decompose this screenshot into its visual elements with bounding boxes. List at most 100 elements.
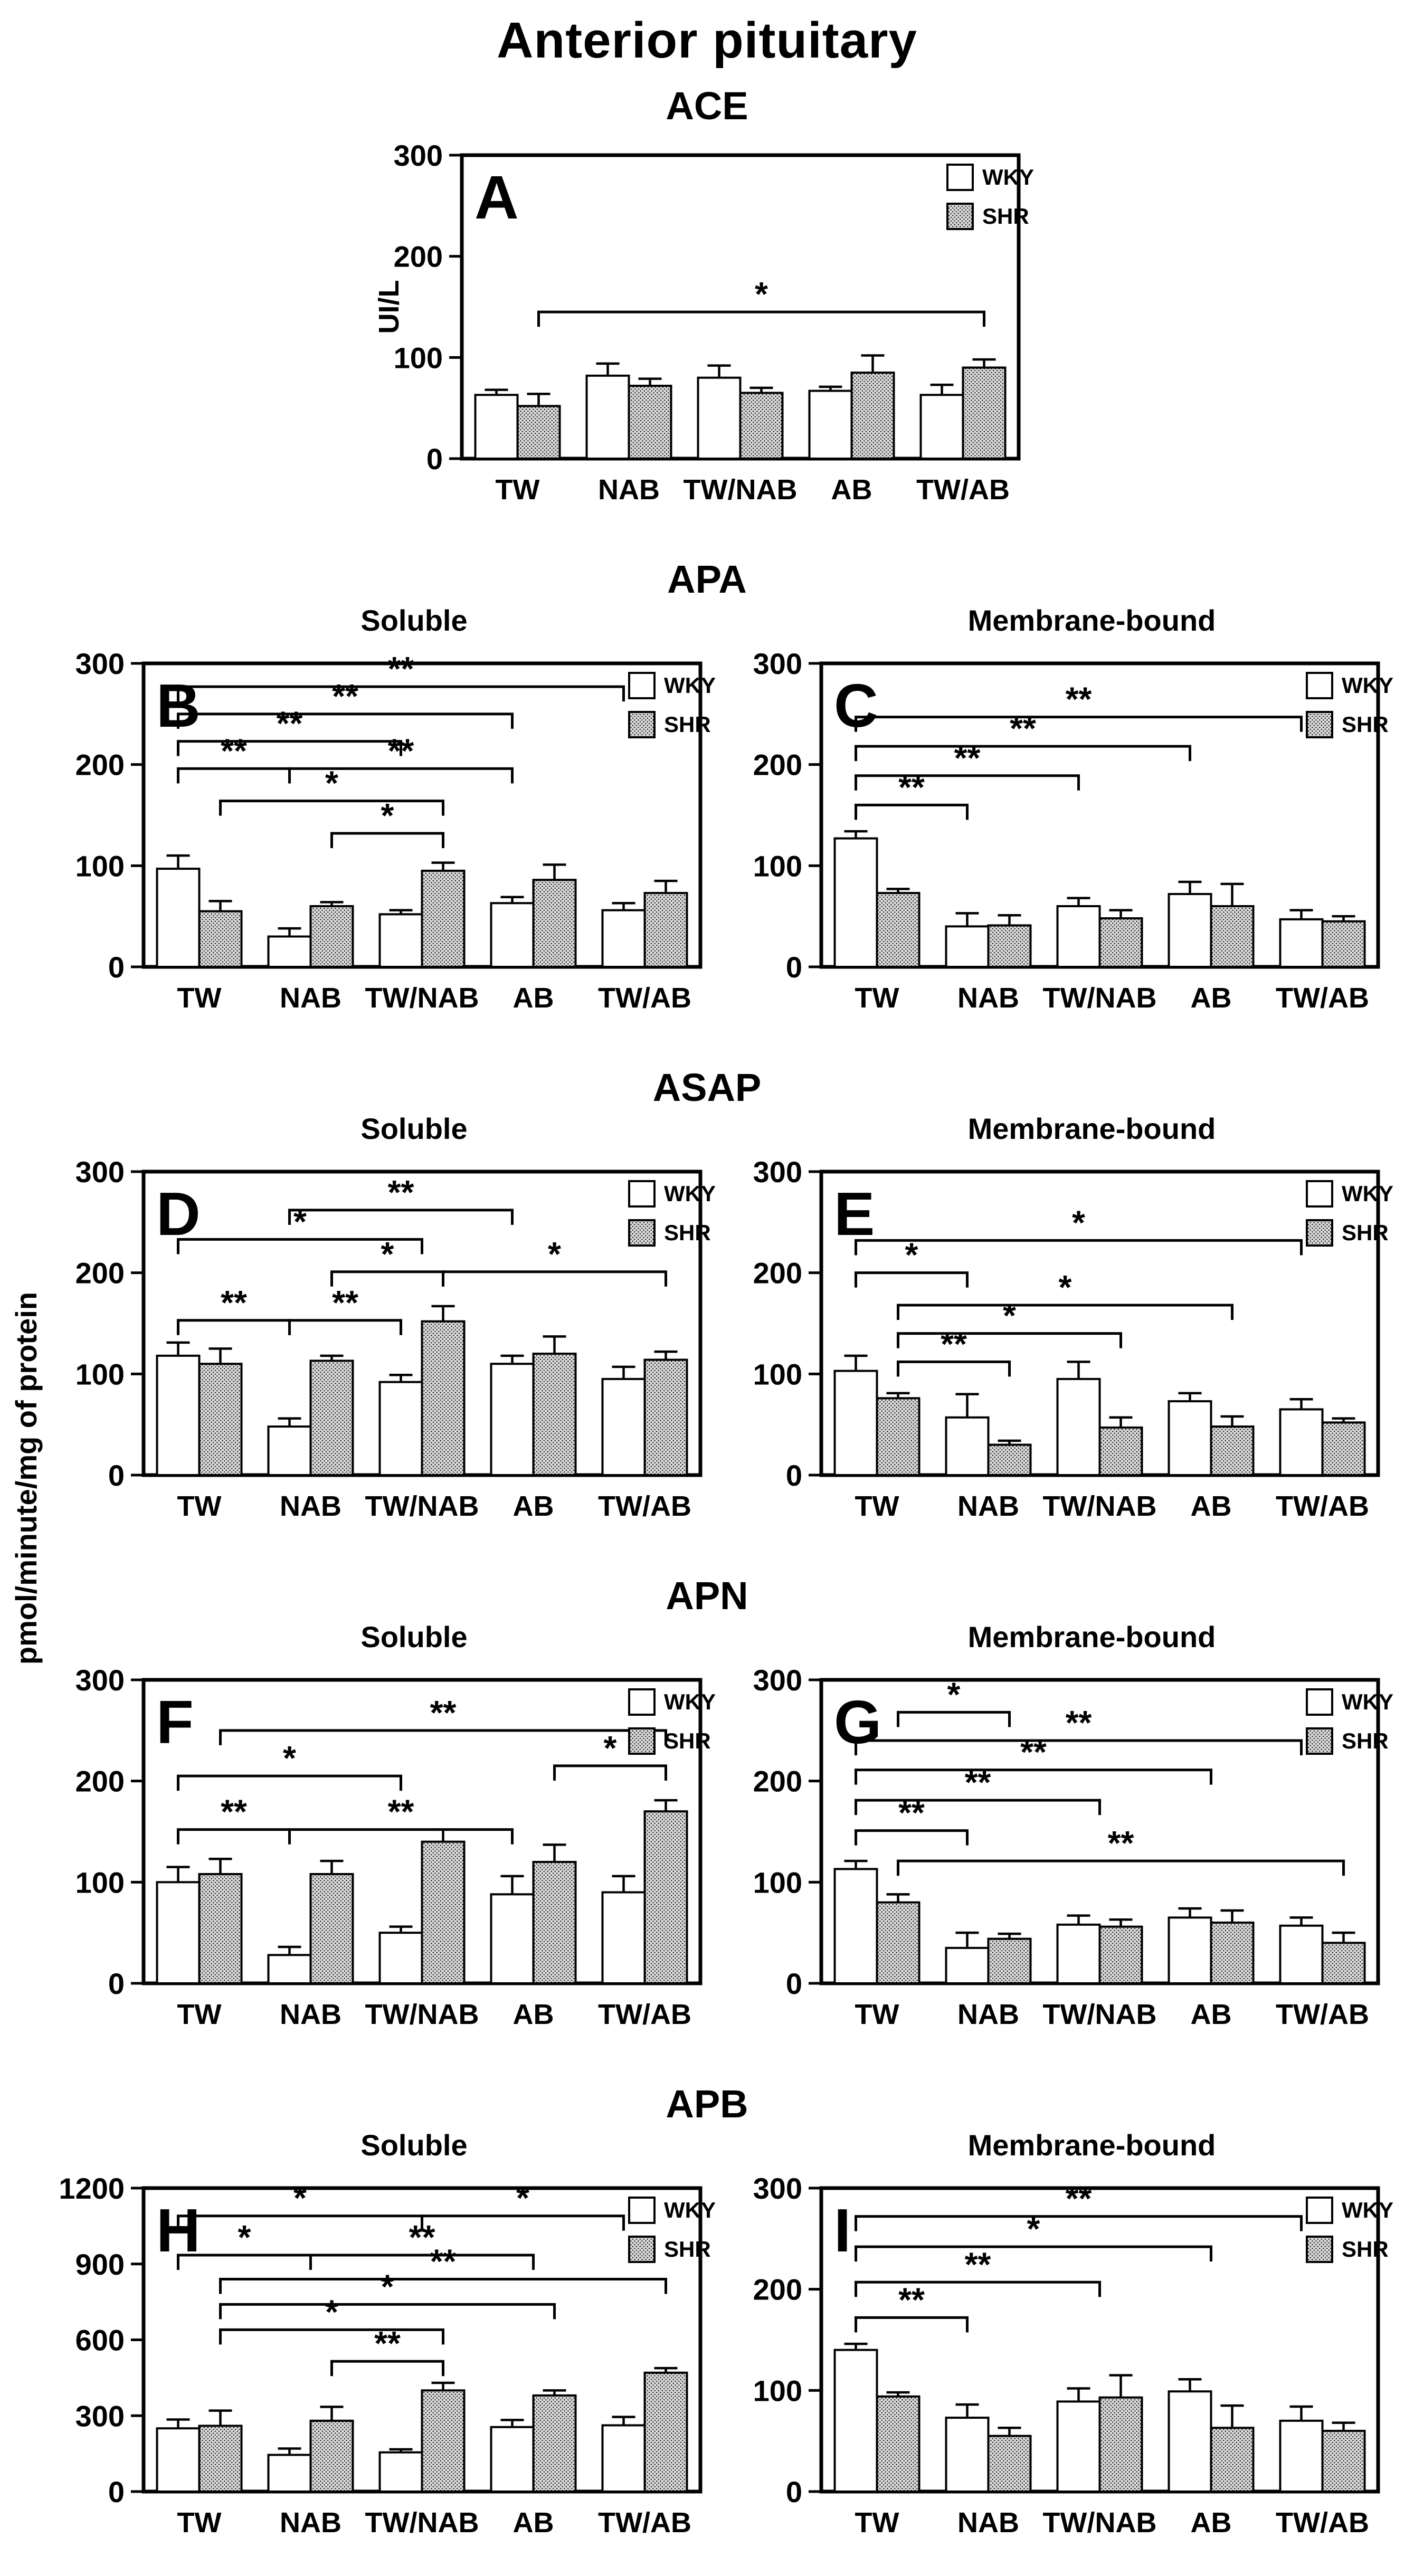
bar-shr-tw-nab	[421, 869, 466, 968]
sig-label: *	[1059, 1268, 1072, 1306]
y-tick-label: 200	[393, 240, 442, 273]
sig-bracket	[537, 310, 985, 327]
sig-bracket	[897, 1360, 1011, 1377]
legend: WKY SHR	[1306, 2197, 1393, 2263]
panel-letter-G: G	[834, 1688, 881, 1756]
sig-label: **	[332, 677, 358, 715]
x-category-label: AB	[513, 982, 554, 1014]
bar-shr-tw-ab	[643, 1810, 688, 1984]
x-category-label: TW	[855, 1490, 899, 1522]
sig-label: **	[409, 2218, 435, 2256]
sig-label: *	[905, 1236, 918, 1274]
x-category-label: TW/AB	[1276, 1999, 1369, 2030]
y-tick-label: 0	[108, 1967, 125, 2000]
legend: WKY SHR	[1306, 1688, 1393, 1755]
legend-shr-swatch	[946, 203, 974, 230]
bar-wky-tw-nab	[1056, 905, 1101, 968]
bar-shr-tw-nab	[1098, 917, 1143, 968]
bar-shr-tw	[876, 1397, 920, 1477]
sig-label: *	[548, 1235, 561, 1273]
x-category-label: TW	[495, 474, 539, 506]
legend-label-shr: SHR	[1342, 1220, 1389, 1245]
legend: WKY SHR	[1306, 1180, 1393, 1247]
section-row: Soluble 0 300 600 900 1200 TW NAB TW/NAB AB TW/AB *…	[0, 2130, 1414, 2576]
sig-label: **	[430, 2242, 457, 2280]
x-category-label: NAB	[957, 982, 1019, 1014]
section-apa: APA Soluble 0 100 200 300 TW NAB TW/NAB AB TW/AB **…	[0, 557, 1414, 1051]
sig-bracket	[855, 2245, 1212, 2262]
y-tick-label: 200	[75, 1765, 125, 1798]
legend-wky-swatch	[628, 2197, 656, 2224]
bar-wky-tw-nab	[1056, 1923, 1101, 1985]
x-category-label: TW	[177, 2507, 222, 2539]
x-category-label: AB	[831, 474, 872, 506]
bar-shr-tw	[198, 2425, 243, 2493]
legend: WKY SHR	[628, 672, 716, 738]
bar-wky-nab	[267, 1425, 312, 1476]
bar-wky-tw-ab	[1279, 918, 1324, 968]
legend-shr-swatch	[628, 1219, 656, 1247]
legend-label-shr: SHR	[664, 2237, 711, 2261]
panel-letter-E: E	[834, 1180, 875, 1248]
section-ace: ACE 0 100 200 300 UI/L TW NAB TW/NAB AB TW/AB * WKY S…	[0, 83, 1414, 543]
y-tick-label: 100	[75, 849, 125, 882]
bar-shr-tw-ab	[1321, 920, 1366, 968]
x-category-label: TW	[855, 2507, 899, 2539]
panel-G-subtitle: Membrane-bound	[967, 1620, 1216, 1653]
x-category-label: NAB	[957, 1999, 1019, 2030]
bar-wky-nab	[945, 1946, 990, 1985]
bar-wky-tw	[833, 837, 878, 968]
legend-shr-swatch	[628, 711, 656, 738]
bar-wky-nab	[267, 2454, 312, 2493]
sig-label: **	[388, 731, 414, 769]
sig-label: **	[1010, 709, 1036, 747]
bar-wky-tw-nab	[1056, 2400, 1101, 2493]
bar-wky-nab	[945, 925, 990, 968]
sig-label: **	[1020, 1733, 1047, 1771]
bar-wky-ab	[1168, 893, 1212, 968]
x-category-label: AB	[1191, 982, 1232, 1014]
x-category-label: NAB	[598, 474, 660, 506]
bar-wky-tw	[156, 1354, 201, 1477]
y-tick-label: 0	[786, 950, 802, 984]
x-category-label: NAB	[280, 2507, 341, 2539]
sig-bracket	[897, 1859, 1345, 1876]
x-category-label: TW	[177, 1490, 222, 1522]
sig-bracket	[855, 2316, 969, 2333]
bar-wky-tw	[156, 1881, 201, 1985]
sig-label: *	[325, 2293, 338, 2331]
bar-wky-tw-nab	[378, 1381, 423, 1476]
x-category-label: TW/NAB	[365, 982, 479, 1014]
y-tick-label: 200	[75, 748, 125, 782]
y-tick-label: 300	[753, 1155, 802, 1189]
bar-wky-tw-ab	[1279, 1924, 1324, 1984]
sig-bracket	[177, 685, 625, 702]
y-tick-label: 200	[753, 748, 802, 782]
sig-bracket	[288, 1319, 402, 1335]
bar-shr-nab	[309, 1360, 354, 1476]
bar-shr-tw-ab	[643, 892, 688, 968]
sig-label: **	[277, 705, 303, 743]
legend: WKY SHR	[628, 1180, 716, 1247]
sig-bracket	[219, 2278, 667, 2294]
bar-wky-tw-nab	[378, 1932, 423, 1985]
panel-F: Soluble 0 100 200 300 TW NAB TW/NAB AB TW/AB ** * * *…	[59, 1621, 719, 2068]
bar-wky-ab	[1168, 2390, 1212, 2493]
sig-bracket	[288, 1828, 514, 1845]
y-tick-label: 0	[426, 442, 442, 476]
bar-shr-ab	[532, 2394, 577, 2493]
sig-label: **	[1108, 1824, 1134, 1862]
y-tick-label: 600	[75, 2324, 125, 2357]
sig-label: *	[381, 2267, 394, 2305]
bar-wky-ab	[490, 902, 535, 968]
sig-bracket	[553, 1764, 667, 1781]
bar-shr-tw	[876, 1901, 920, 1984]
sig-bracket	[177, 2214, 423, 2231]
legend-label-wky: WKY	[664, 2198, 716, 2222]
y-tick-label: 300	[75, 1155, 125, 1189]
bar-wky-tw	[833, 1370, 878, 1477]
sig-label: **	[332, 1284, 358, 1322]
bar-shr-tw-nab	[1098, 2396, 1143, 2493]
